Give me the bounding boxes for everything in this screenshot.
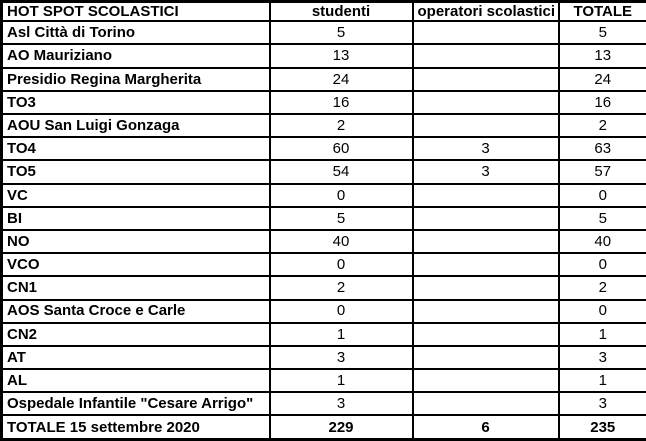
table-row: CN1 2 2 (0, 275, 646, 301)
header-totale: TOTALE (557, 0, 646, 23)
row-label: CN1 (0, 275, 271, 301)
operatori-value (411, 182, 560, 208)
studenti-value: 13 (268, 43, 414, 69)
operatori-value (411, 321, 560, 347)
operatori-value (411, 368, 560, 394)
operatori-value: 3 (411, 159, 560, 185)
table-row: NO 40 40 (0, 228, 646, 255)
total-row-label: TOTALE 15 settembre 2020 (0, 414, 271, 441)
table-header-row: HOT SPOT SCOLASTICI studenti operatori s… (0, 0, 646, 23)
total-totale-value: 235 (557, 414, 646, 441)
totale-value: 24 (557, 66, 646, 92)
table-row: AL 1 1 (0, 368, 646, 394)
studenti-value: 24 (268, 66, 414, 92)
table-row: TO4 60 3 63 (0, 136, 646, 162)
row-label: AO Mauriziano (0, 43, 271, 69)
operatori-value (411, 298, 560, 324)
studenti-value: 16 (268, 89, 414, 116)
row-label: CN2 (0, 321, 271, 347)
studenti-value: 60 (268, 136, 414, 162)
row-label: Ospedale Infantile "Cesare Arrigo" (0, 391, 271, 417)
totale-value: 63 (557, 136, 646, 162)
operatori-value (411, 228, 560, 255)
table-row: CN2 1 1 (0, 321, 646, 347)
operatori-value (411, 344, 560, 371)
operatori-value (411, 391, 560, 417)
operatori-value (411, 205, 560, 231)
studenti-value: 2 (268, 112, 414, 139)
row-label: BI (0, 205, 271, 231)
row-label: VCO (0, 252, 271, 278)
operatori-value (411, 20, 560, 46)
total-studenti-value: 229 (268, 414, 414, 441)
totale-value: 13 (557, 43, 646, 69)
operatori-value (411, 43, 560, 69)
table-row: Asl Città di Torino 5 5 (0, 20, 646, 46)
row-label: AOU San Luigi Gonzaga (0, 112, 271, 139)
studenti-value: 0 (268, 252, 414, 278)
operatori-value (411, 89, 560, 116)
table-row: VCO 0 0 (0, 252, 646, 278)
studenti-value: 1 (268, 321, 414, 347)
studenti-value: 54 (268, 159, 414, 185)
studenti-value: 1 (268, 368, 414, 394)
row-label: Asl Città di Torino (0, 20, 271, 46)
studenti-value: 2 (268, 275, 414, 301)
row-label: Presidio Regina Margherita (0, 66, 271, 92)
totale-value: 2 (557, 275, 646, 301)
totale-value: 16 (557, 89, 646, 116)
table-row: AT 3 3 (0, 344, 646, 371)
studenti-value: 0 (268, 298, 414, 324)
totale-value: 3 (557, 391, 646, 417)
row-label: AOS Santa Croce e Carle (0, 298, 271, 324)
row-label: TO5 (0, 159, 271, 185)
totale-value: 0 (557, 252, 646, 278)
operatori-value (411, 66, 560, 92)
row-label: AT (0, 344, 271, 371)
totale-value: 5 (557, 205, 646, 231)
studenti-value: 5 (268, 20, 414, 46)
table-row: AOU San Luigi Gonzaga 2 2 (0, 112, 646, 139)
row-label: VC (0, 182, 271, 208)
totale-value: 3 (557, 344, 646, 371)
row-label: AL (0, 368, 271, 394)
studenti-value: 3 (268, 391, 414, 417)
totale-value: 0 (557, 182, 646, 208)
totale-value: 5 (557, 20, 646, 46)
table-row: BI 5 5 (0, 205, 646, 231)
table-row: AO Mauriziano 13 13 (0, 43, 646, 69)
totale-value: 1 (557, 321, 646, 347)
row-label: TO3 (0, 89, 271, 116)
row-label: NO (0, 228, 271, 255)
totale-value: 57 (557, 159, 646, 185)
table-row: TO3 16 16 (0, 89, 646, 116)
totale-value: 0 (557, 298, 646, 324)
operatori-value: 3 (411, 136, 560, 162)
table-row: AOS Santa Croce e Carle 0 0 (0, 298, 646, 324)
totale-value: 40 (557, 228, 646, 255)
studenti-value: 5 (268, 205, 414, 231)
studenti-value: 0 (268, 182, 414, 208)
totale-value: 2 (557, 112, 646, 139)
studenti-value: 40 (268, 228, 414, 255)
table-row: TO5 54 3 57 (0, 159, 646, 185)
table-row: Ospedale Infantile "Cesare Arrigo" 3 3 (0, 391, 646, 417)
table-total-row: TOTALE 15 settembre 2020 229 6 235 (0, 414, 646, 441)
row-label: TO4 (0, 136, 271, 162)
header-hotspot-scolastici: HOT SPOT SCOLASTICI (0, 0, 271, 23)
table-row: VC 0 0 (0, 182, 646, 208)
operatori-value (411, 275, 560, 301)
header-operatori-scolastici: operatori scolastici (411, 0, 560, 23)
totale-value: 1 (557, 368, 646, 394)
operatori-value (411, 252, 560, 278)
studenti-value: 3 (268, 344, 414, 371)
table-row: Presidio Regina Margherita 24 24 (0, 66, 646, 92)
header-studenti: studenti (268, 0, 414, 23)
operatori-value (411, 112, 560, 139)
total-operatori-value: 6 (411, 414, 560, 441)
